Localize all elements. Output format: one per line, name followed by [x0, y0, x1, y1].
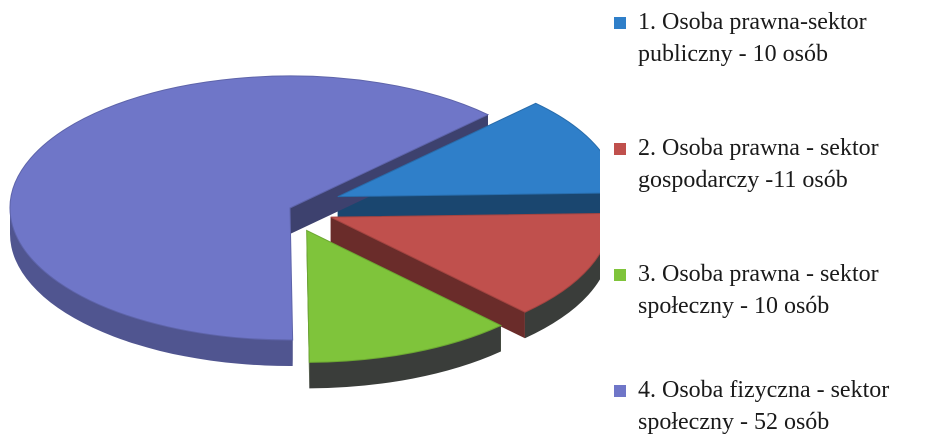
legend-item-4-line1: 4. Osoba fizyczna - sektor	[638, 377, 890, 403]
legend-item-2-line2: gospodarczy -11 osób	[638, 167, 848, 193]
pie-slice-3	[306, 229, 503, 363]
legend-item-1-line2: publiczny - 10 osób	[638, 41, 828, 67]
legend-swatch-3	[614, 269, 626, 281]
legend-item-4-line2: społeczny - 52 osób	[638, 409, 830, 435]
pie-slice-2	[330, 213, 600, 313]
pie-top-faces	[9, 75, 600, 363]
legend-swatch-2	[614, 143, 626, 155]
legend-swatch-1	[614, 17, 626, 29]
pie-slice-1	[337, 102, 600, 198]
pie-slice-4	[9, 75, 490, 341]
pie-slice-2-cut-2	[330, 217, 525, 339]
legend-item-1-line1: 1. Osoba prawna-sektor	[638, 9, 867, 35]
pie-chart-svg	[9, 75, 600, 389]
pie-chart	[9, 75, 600, 389]
legend-item-2-line1: 2. Osoba prawna - sektor	[638, 135, 879, 161]
legend-item-3-line1: 3. Osoba prawna - sektor	[638, 261, 879, 287]
legend-item-3-line2: społeczny - 10 osób	[638, 293, 830, 319]
legend-swatch-4	[614, 385, 626, 397]
pie-slice-3-rim-1	[309, 325, 501, 389]
pie-slice-2-rim-1	[524, 253, 600, 339]
pie-slice-4-rim-1	[10, 208, 293, 366]
